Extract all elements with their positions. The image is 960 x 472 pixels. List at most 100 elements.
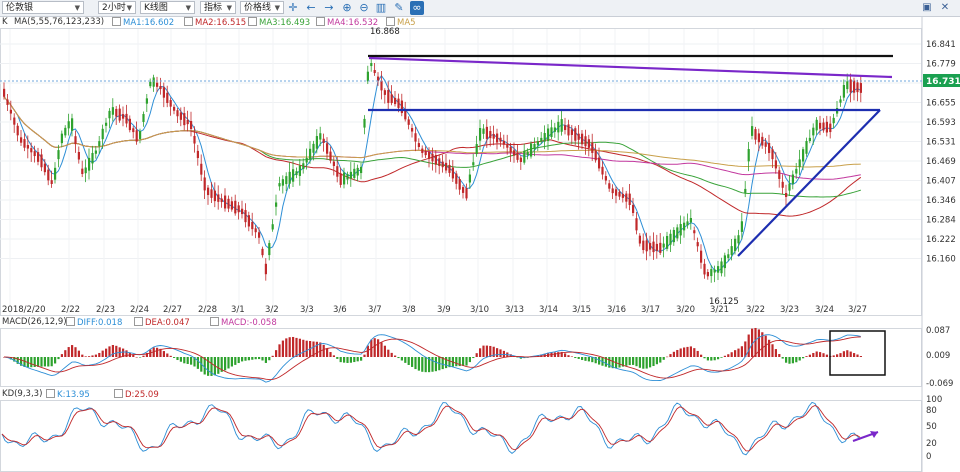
price-tag [923,74,960,87]
candle-body [298,165,301,176]
macd-panel-frame [0,328,922,387]
candle-body [669,233,672,245]
candle-body [727,254,730,258]
zoom-out-icon[interactable]: ⊖ [359,1,369,14]
kd-d-checkbox[interactable] [114,389,123,398]
close-icon[interactable]: ✕ [940,2,950,13]
macd-bar [519,357,522,359]
candle-body [788,183,791,191]
macd-bar [50,357,53,367]
candle-body [166,92,169,104]
macd-bar [210,357,213,376]
candle-body [322,138,325,143]
candle-body [509,146,512,153]
macd-bar [611,357,614,369]
macd-bar [679,348,682,357]
ma4-checkbox[interactable] [316,17,325,26]
d-line [1,404,861,452]
candle-body [502,140,505,145]
macd-bar [744,341,747,357]
crosshair-icon[interactable]: ✛ [288,1,298,14]
k-label: K [2,17,8,27]
macd-bar [125,350,128,357]
chart-icon[interactable]: ▥ [375,1,387,14]
macd-bar [533,355,536,357]
candle-body [703,263,706,275]
candle-body [411,127,414,132]
candle-body [557,121,560,133]
kd-k-checkbox[interactable] [46,389,55,398]
candle-body [428,151,431,159]
macd-checkbox[interactable] [210,317,219,326]
period-select[interactable]: 2小时 ▼ [98,1,136,14]
candle-body [346,174,349,180]
pencil-icon[interactable]: ✎ [394,1,404,14]
price-tick: 16.407 [926,177,956,187]
date-tick: 3/7 [368,305,382,315]
macd-bar [710,357,713,361]
candle-body [275,202,278,207]
diff-checkbox[interactable] [66,317,75,326]
candle-body [128,118,131,131]
date-tick: 2/22 [61,305,80,315]
macd-bar [645,357,648,369]
candle-body [791,174,794,184]
arrow-left-icon[interactable]: ← [306,1,316,14]
candle-body [50,180,53,184]
ma2-value: MA2:16.515 [184,17,246,29]
link-icon[interactable]: ∞ [410,1,424,15]
candle-body [37,152,40,162]
kd-k-label: K:13.95 [57,390,90,400]
zoom-in-icon[interactable]: ⊕ [342,1,352,14]
macd-bar [3,357,6,358]
indicator-label: 指标 [204,3,223,13]
restore-icon[interactable]: ▣ [922,2,932,13]
macd-bar [115,345,118,357]
macd-bar [604,357,607,367]
ma1-checkbox[interactable] [112,17,121,26]
macd-bar [30,357,33,368]
dea-checkbox[interactable] [134,317,143,326]
instrument-select[interactable]: 伦敦银 ▼ [2,1,84,14]
macd-bar [659,357,662,363]
macd-bar [842,351,845,357]
price-line-select[interactable]: 价格线 ▼ [240,1,284,14]
triangle-rising-line[interactable] [737,109,881,257]
macd-legend: MACD(26,12,9) DIFF:0.018 DEA:0.047 MACD:… [0,317,920,328]
candle-body [751,126,754,136]
macd-bar [60,354,63,357]
macd-bar [353,357,356,363]
kd-arrow[interactable] [852,431,879,442]
ma5-checkbox[interactable] [386,17,395,26]
macd-bar [145,352,148,357]
candle-body [9,109,12,114]
ma3-checkbox[interactable] [248,17,257,26]
candle-body [842,85,845,98]
descending-trendline[interactable] [368,56,893,79]
candle-body [506,144,509,148]
macd-bar [808,354,811,357]
macd-bar [570,356,573,357]
date-tick: 3/14 [539,305,558,315]
candle-body [230,201,233,210]
candle-body [200,163,203,175]
candle-body [598,157,601,169]
candle-body [652,241,655,253]
macd-bar [414,357,417,370]
indicator-select[interactable]: 指标 ▼ [200,1,236,14]
ma2-checkbox[interactable] [184,17,193,26]
macd-highlight-box[interactable] [829,330,886,376]
price-tick: 16.655 [926,99,956,109]
candle-body [241,208,244,215]
arrow-right-icon[interactable]: → [324,1,334,14]
candle-body [740,221,743,232]
macd-axis: 0.087 0.009 -0.069 [926,326,953,389]
macd-bar [247,357,250,361]
macd-bar [26,357,29,368]
price-tick: 16.841 [926,40,956,50]
price-line-label: 价格线 [244,3,272,13]
chart-type-select[interactable]: K线图 ▼ [140,1,195,14]
macd-bar [584,357,587,361]
candle-body [91,152,94,164]
candle-body [43,163,46,173]
